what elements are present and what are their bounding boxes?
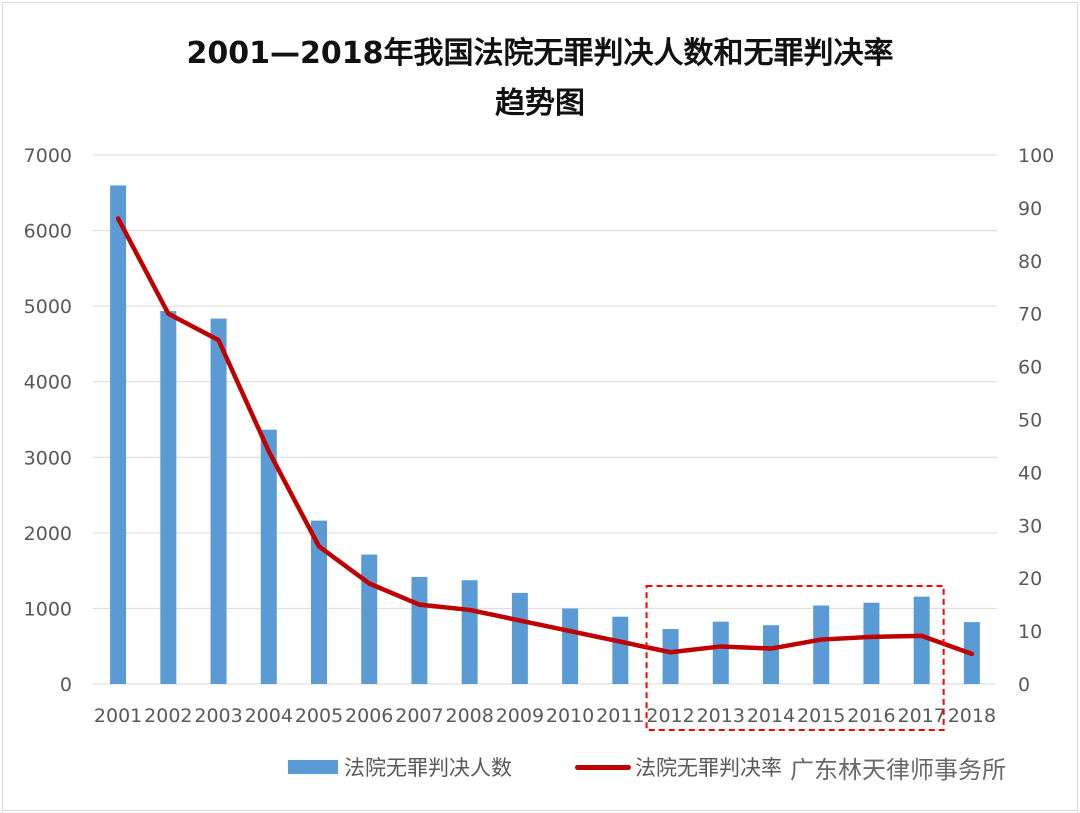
x-tick-label: 2008 [445, 705, 493, 727]
y-left-tick-label: 2000 [24, 523, 72, 545]
y-right-tick-label: 80 [1018, 251, 1042, 273]
x-tick-label: 2001 [94, 705, 142, 727]
bar-2003 [210, 318, 227, 684]
x-tick-label: 2005 [295, 705, 343, 727]
y-left-tick-label: 5000 [24, 296, 72, 318]
y-left-tick-label: 0 [60, 674, 72, 696]
watermark: 广东林天律师事务所 [790, 756, 1006, 784]
y-right-tick-label: 50 [1018, 410, 1042, 432]
chart-title-line1: 2001—2018年我国法院无罪判决人数和无罪判决率 [186, 36, 894, 71]
y-right-tick-label: 20 [1018, 568, 1042, 590]
bar-2005 [311, 520, 327, 684]
bar-2010 [562, 608, 579, 684]
bar-2016 [863, 602, 880, 684]
bar-2011 [612, 616, 629, 684]
x-tick-label: 2017 [897, 705, 945, 727]
x-tick-label: 2002 [144, 705, 192, 727]
bar-2006 [361, 554, 378, 684]
x-tick-label: 2018 [948, 705, 996, 727]
y-left-tick-label: 1000 [24, 598, 72, 620]
y-right-tick-label: 0 [1018, 674, 1030, 696]
x-tick-label: 2007 [395, 705, 443, 727]
x-tick-label: 2003 [194, 705, 242, 727]
x-tick-label: 2016 [847, 705, 895, 727]
y-left-tick-label: 7000 [24, 145, 72, 167]
bar-2001 [110, 185, 127, 684]
x-tick-label: 2012 [646, 705, 694, 727]
y-left-tick-label: 4000 [24, 372, 72, 394]
bar-2007 [411, 576, 428, 684]
rate-line [115, 216, 975, 657]
legend-swatch-bar [288, 760, 338, 774]
x-tick-label: 2013 [697, 705, 745, 727]
y-right-tick-label: 10 [1018, 621, 1042, 643]
x-tick-label: 2015 [797, 705, 845, 727]
x-tick-label: 2011 [596, 705, 644, 727]
y-right-tick-label: 100 [1018, 145, 1054, 167]
x-tick-label: 2006 [345, 705, 393, 727]
y-right-tick-label: 90 [1018, 198, 1042, 220]
legend-item-line: 法院无罪判决率 [575, 752, 782, 782]
legend-label-bars: 法院无罪判决人数 [344, 756, 512, 780]
x-tick-label: 2014 [747, 705, 795, 727]
y-right-tick-label: 30 [1018, 515, 1042, 537]
legend-swatch-line [575, 764, 631, 770]
y-right-tick-label: 60 [1018, 357, 1042, 379]
legend-label-line: 法院无罪判决率 [635, 756, 782, 780]
bar-2002 [160, 311, 177, 684]
x-tick-label: 2009 [496, 705, 544, 727]
bar-2004 [260, 429, 277, 684]
y-right-tick-label: 40 [1018, 462, 1042, 484]
bar-2015 [813, 605, 830, 684]
bar-2014 [763, 625, 779, 684]
y-left-tick-label: 3000 [24, 447, 72, 469]
y-right-tick-label: 70 [1018, 304, 1042, 326]
bar-2012 [662, 629, 679, 684]
x-tick-label: 2004 [245, 705, 293, 727]
bar-2013 [712, 621, 729, 684]
highlight-box [645, 585, 945, 731]
chart-title-line2: 趋势图 [495, 86, 585, 121]
bar-2017 [913, 596, 930, 684]
bar-2009 [511, 592, 528, 684]
x-tick-label: 2010 [546, 705, 594, 727]
bar-2008 [461, 580, 478, 684]
legend-item-bars: 法院无罪判决人数 [288, 752, 512, 782]
y-left-tick-label: 6000 [24, 221, 72, 243]
